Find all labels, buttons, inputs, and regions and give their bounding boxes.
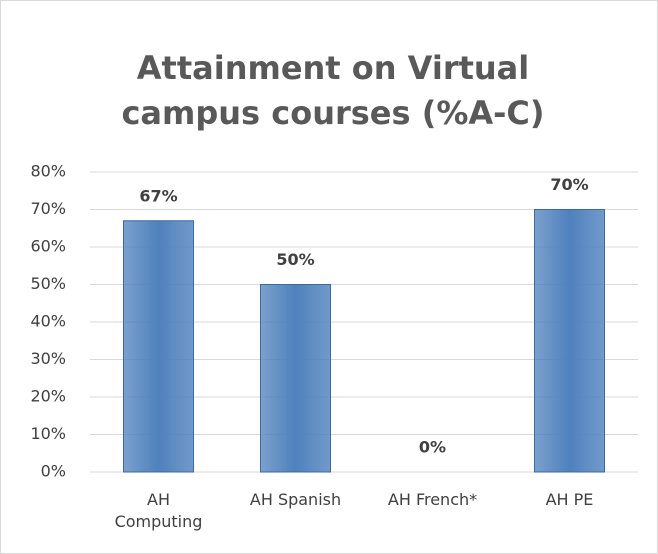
y-tick-label: 30% xyxy=(30,349,66,368)
y-tick-label: 0% xyxy=(41,462,66,481)
bar xyxy=(534,209,605,473)
x-tick-label: AH French* xyxy=(388,490,477,509)
y-tick-label: 70% xyxy=(30,199,66,218)
x-tick-label: AH Spanish xyxy=(250,490,341,509)
y-tick-label: 60% xyxy=(30,237,66,256)
y-tick-label: 80% xyxy=(30,162,66,181)
data-label: 70% xyxy=(550,175,588,194)
x-tick-label: AH PE xyxy=(546,490,594,509)
y-tick-label: 10% xyxy=(30,424,66,443)
data-label: 67% xyxy=(139,186,177,205)
y-tick-label: 50% xyxy=(30,274,66,293)
y-tick-label: 20% xyxy=(30,387,66,406)
data-label: 0% xyxy=(419,438,446,457)
y-tick-label: 40% xyxy=(30,312,66,331)
bar xyxy=(123,220,194,473)
data-label: 50% xyxy=(276,250,314,269)
chart-title: Attainment on Virtual campus courses (%A-… xyxy=(121,49,544,132)
bar xyxy=(260,284,331,473)
x-tick-label: AH Computing xyxy=(115,490,203,531)
